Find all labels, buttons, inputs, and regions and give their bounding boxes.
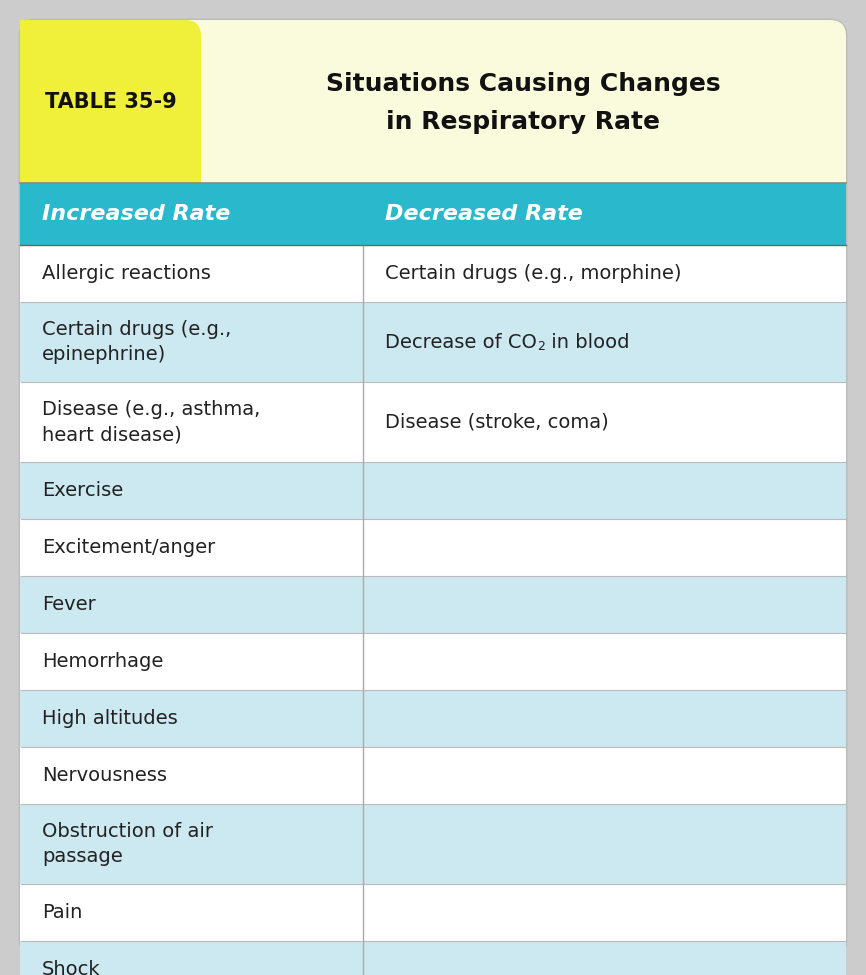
Text: Certain drugs (e.g., morphine): Certain drugs (e.g., morphine) xyxy=(385,264,682,283)
Text: Shock: Shock xyxy=(42,960,100,975)
Bar xyxy=(20,183,846,245)
Text: Exercise: Exercise xyxy=(42,481,123,500)
Text: Allergic reactions: Allergic reactions xyxy=(42,264,211,283)
FancyBboxPatch shape xyxy=(20,20,846,955)
Bar xyxy=(20,462,846,519)
Text: TABLE 35-9: TABLE 35-9 xyxy=(45,92,177,111)
Bar xyxy=(20,633,846,690)
Text: Increased Rate: Increased Rate xyxy=(42,204,230,224)
Text: Nervousness: Nervousness xyxy=(42,766,167,785)
Bar xyxy=(20,519,846,576)
FancyBboxPatch shape xyxy=(20,20,201,183)
Bar xyxy=(20,382,846,462)
Text: Disease (stroke, coma): Disease (stroke, coma) xyxy=(385,412,609,432)
Text: 2: 2 xyxy=(537,340,545,354)
Text: Certain drugs (e.g.,
epinephrine): Certain drugs (e.g., epinephrine) xyxy=(42,320,231,365)
Text: Disease (e.g., asthma,
heart disease): Disease (e.g., asthma, heart disease) xyxy=(42,400,261,445)
Bar xyxy=(20,302,846,382)
FancyBboxPatch shape xyxy=(20,20,846,183)
Text: Situations Causing Changes: Situations Causing Changes xyxy=(326,71,721,96)
Bar xyxy=(20,884,846,941)
Text: Fever: Fever xyxy=(42,595,96,614)
Bar xyxy=(20,163,846,183)
Text: in Respiratory Rate: in Respiratory Rate xyxy=(386,109,661,134)
Bar xyxy=(20,804,846,884)
Bar xyxy=(20,20,185,183)
Text: Hemorrhage: Hemorrhage xyxy=(42,652,164,671)
Bar xyxy=(20,245,846,302)
Text: Decreased Rate: Decreased Rate xyxy=(385,204,583,224)
Bar xyxy=(20,576,846,633)
Bar xyxy=(20,747,846,804)
Text: Decrease of CO: Decrease of CO xyxy=(385,332,537,352)
Bar xyxy=(20,163,201,183)
Text: Excitement/anger: Excitement/anger xyxy=(42,538,216,557)
Text: Obstruction of air
passage: Obstruction of air passage xyxy=(42,822,213,867)
Text: High altitudes: High altitudes xyxy=(42,709,178,728)
Text: Pain: Pain xyxy=(42,903,82,922)
Bar xyxy=(20,690,846,747)
Text: in blood: in blood xyxy=(545,332,629,352)
Bar xyxy=(20,941,846,975)
